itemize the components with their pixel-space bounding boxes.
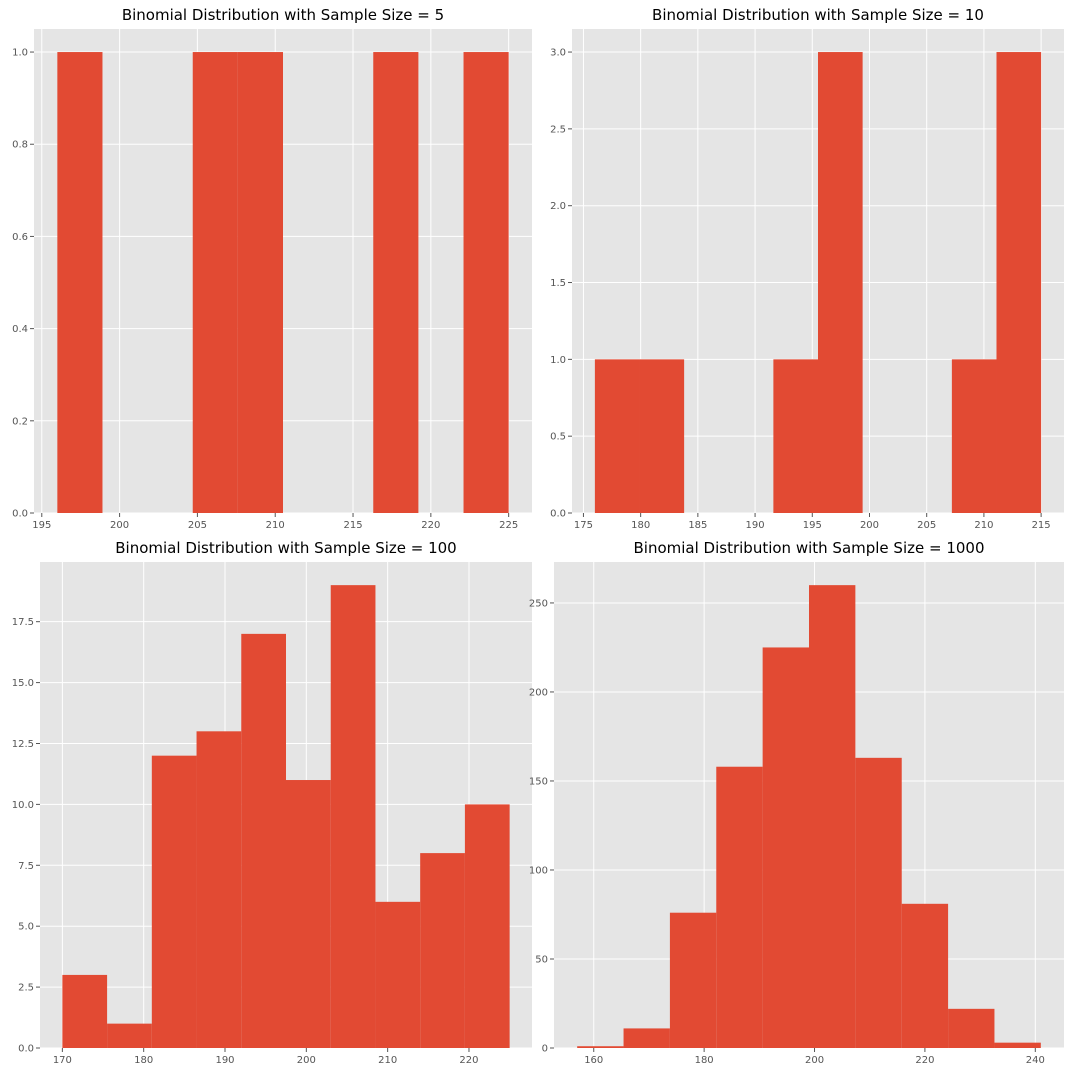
histogram-bar: [948, 1008, 995, 1048]
x-tick-label: 215: [343, 520, 362, 531]
histogram-bar: [639, 359, 685, 513]
y-tick-label: 0.0: [18, 1044, 34, 1055]
y-tick-label: 2.5: [18, 983, 34, 994]
histogram-bar: [375, 901, 421, 1048]
x-tick-label: 210: [974, 520, 993, 531]
histogram-bar: [151, 755, 197, 1048]
x-tick-label: 205: [188, 520, 207, 531]
y-tick-label: 250: [529, 598, 548, 609]
y-tick-label: 1.5: [550, 278, 566, 289]
y-tick-label: 15.0: [12, 678, 34, 689]
y-tick-label: 0.5: [550, 432, 566, 443]
chart-title: Binomial Distribution with Sample Size =…: [122, 6, 444, 24]
y-tick-label: 200: [529, 687, 548, 698]
x-tick-label: 195: [32, 520, 51, 531]
histogram-bar: [237, 52, 283, 514]
x-tick-label: 210: [266, 520, 285, 531]
histogram-bar: [669, 912, 717, 1048]
x-tick-label: 200: [805, 1055, 824, 1066]
chart-title: Binomial Distribution with Sample Size =…: [634, 539, 985, 557]
histogram-bar: [420, 853, 465, 1048]
x-tick-label: 200: [860, 520, 879, 531]
x-tick-label: 215: [1032, 520, 1051, 531]
x-tick-label: 200: [110, 520, 129, 531]
x-tick-label: 190: [215, 1055, 234, 1066]
x-tick-label: 240: [1026, 1055, 1045, 1066]
y-tick-label: 0.4: [12, 324, 28, 335]
chart-panel-4: 160 180 200 220 240 0 50 100 150 200 250 Binomial D…: [529, 539, 1064, 1066]
histogram-bar: [773, 359, 818, 513]
histogram-bar: [818, 52, 863, 514]
y-tick-label: 0.8: [12, 140, 28, 151]
histogram-bar: [594, 359, 640, 513]
x-tick-label: 190: [746, 520, 765, 531]
histogram-bar: [196, 731, 242, 1048]
y-tick-label: 0.2: [12, 416, 28, 427]
x-tick-label: 180: [134, 1055, 153, 1066]
x-tick-label: 210: [378, 1055, 397, 1066]
x-tick-label: 220: [459, 1055, 478, 1066]
histogram-bar: [716, 766, 763, 1048]
histogram-bar: [330, 585, 376, 1048]
x-tick-label: 195: [803, 520, 822, 531]
x-tick-label: 185: [688, 520, 707, 531]
y-tick-label: 0.6: [12, 232, 28, 243]
histogram-bar: [855, 757, 902, 1048]
x-tick-label: 170: [53, 1055, 72, 1066]
y-tick-label: 3.0: [550, 48, 566, 59]
x-tick-label: 205: [917, 520, 936, 531]
histogram-bar: [57, 52, 103, 514]
y-tick-label: 10.0: [12, 800, 34, 811]
x-tick-label: 180: [631, 520, 650, 531]
histogram-bar: [192, 52, 238, 514]
y-tick-label: 5.0: [18, 922, 34, 933]
histogram-bar: [107, 1023, 152, 1048]
histogram-bar: [286, 780, 331, 1048]
y-tick-label: 150: [529, 776, 548, 787]
x-tick-label: 220: [915, 1055, 934, 1066]
histogram-bar: [241, 633, 286, 1048]
y-tick-label: 2.0: [550, 201, 566, 212]
x-tick-label: 225: [499, 520, 518, 531]
y-tick-label: 100: [529, 865, 548, 876]
x-tick-label: 160: [584, 1055, 603, 1066]
histogram-bar: [996, 52, 1042, 514]
histogram-bar: [463, 52, 509, 514]
y-tick-label: 17.5: [12, 617, 34, 628]
y-tick-label: 0.0: [12, 509, 28, 520]
x-tick-label: 180: [695, 1055, 714, 1066]
histogram-bar: [464, 804, 510, 1048]
chart-panel-1: 195 200 205 210 215 220 225 0.0 0.2 0.4 0.6 0.8 1.0 B…: [12, 6, 532, 531]
y-tick-label: 0.0: [550, 509, 566, 520]
histogram-bar: [62, 974, 108, 1048]
y-tick-label: 1.0: [550, 355, 566, 366]
y-tick-label: 0: [542, 1044, 548, 1055]
histogram-bar: [901, 903, 949, 1048]
histogram-bar: [762, 647, 809, 1048]
histogram-bar: [809, 585, 856, 1048]
chart-title: Binomial Distribution with Sample Size =…: [115, 539, 456, 557]
x-tick-label: 200: [297, 1055, 316, 1066]
x-tick-label: 220: [421, 520, 440, 531]
chart-panel-2: 175 180 185 190 195 200 205 210 215 0.0 0.5 1.0 1.5 2…: [550, 6, 1064, 531]
histogram-bar: [951, 359, 997, 513]
chart-title: Binomial Distribution with Sample Size =…: [652, 6, 984, 24]
y-tick-label: 2.5: [550, 124, 566, 135]
y-tick-label: 50: [535, 954, 548, 965]
chart-panel-3: 170 180 190 200 210 220 0.0 2.5 5.0 7.5 10.0 12.5 15…: [12, 539, 532, 1066]
y-tick-label: 1.0: [12, 48, 28, 59]
y-tick-label: 12.5: [12, 739, 34, 750]
histogram-bar: [994, 1042, 1041, 1048]
histogram-bar: [373, 52, 419, 514]
histogram-bar: [623, 1028, 670, 1048]
histogram-bar: [577, 1046, 624, 1048]
y-tick-label: 7.5: [18, 861, 34, 872]
x-tick-label: 175: [574, 520, 593, 531]
